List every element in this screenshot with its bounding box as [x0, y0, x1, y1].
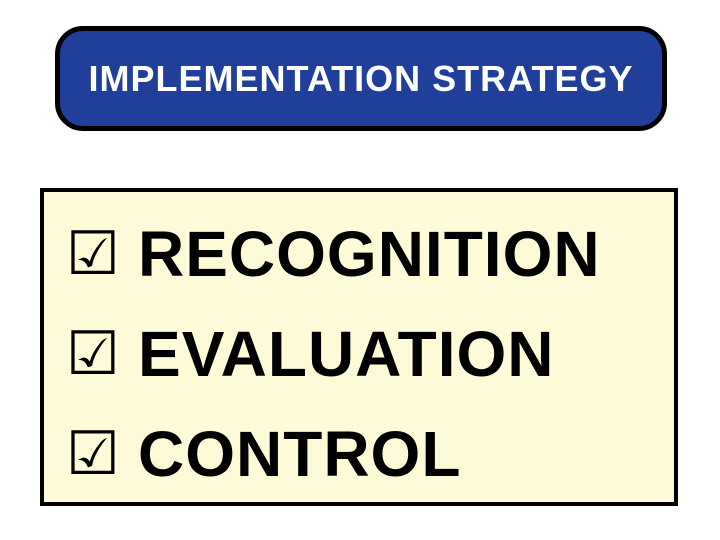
- header-box: IMPLEMENTATION STRATEGY: [55, 26, 667, 131]
- item-label: EVALUATION: [138, 322, 555, 386]
- slide: IMPLEMENTATION STRATEGY ☑ RECOGNITION ☑ …: [0, 0, 720, 540]
- content-box: ☑ RECOGNITION ☑ EVALUATION ☑ CONTROL: [40, 188, 678, 506]
- item-label: RECOGNITION: [138, 222, 601, 286]
- checkbox-icon: ☑: [66, 224, 138, 284]
- item-label: CONTROL: [138, 422, 461, 486]
- header-title: IMPLEMENTATION STRATEGY: [89, 58, 634, 100]
- list-item: ☑ CONTROL: [66, 404, 652, 504]
- list-item: ☑ EVALUATION: [66, 304, 652, 404]
- list-item: ☑ RECOGNITION: [66, 204, 652, 304]
- checkbox-icon: ☑: [66, 324, 138, 384]
- checkbox-icon: ☑: [66, 424, 138, 484]
